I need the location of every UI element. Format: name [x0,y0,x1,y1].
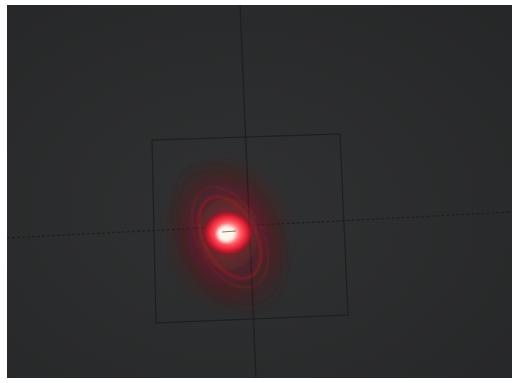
center-marker [221,230,237,233]
beam-fringes [171,162,289,313]
roi-box [151,133,349,324]
beam-hotspot [217,226,235,242]
